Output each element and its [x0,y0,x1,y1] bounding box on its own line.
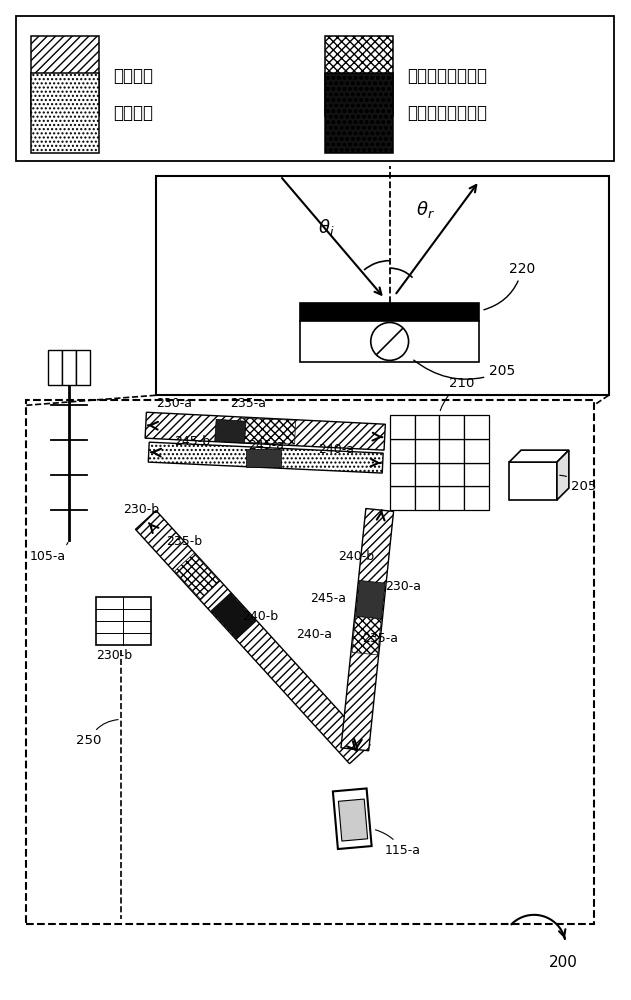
Text: 240-a: 240-a [318,443,354,456]
Text: 245-a: 245-a [310,592,346,605]
Text: 220: 220 [484,262,535,310]
Text: $\theta_r$: $\theta_r$ [416,199,434,220]
Bar [464,439,489,463]
Text: 230-a: 230-a [385,580,421,593]
Bar [390,439,415,463]
Text: 200: 200 [549,955,578,970]
Bar [27,400,594,924]
Bar [464,463,489,486]
Polygon shape [557,450,569,500]
Text: 下行链路参考信号: 下行链路参考信号 [408,67,488,85]
Text: 235-b: 235-b [166,535,202,548]
Text: 240-a: 240-a [296,628,332,641]
Bar [390,415,415,439]
Bar [300,320,480,362]
Text: 230-b: 230-b [96,649,132,662]
Bar [16,16,614,161]
Bar [415,415,439,439]
Bar [76,350,90,385]
Bar [439,439,464,463]
Text: 240-b: 240-b [338,550,374,563]
Polygon shape [356,580,385,619]
Bar [415,463,439,486]
Text: 控制信令: 控制信令 [113,67,153,85]
Bar [439,486,464,510]
Bar [415,439,439,463]
Bar [156,176,609,395]
Polygon shape [509,450,569,462]
Polygon shape [341,509,394,751]
Text: 115-a: 115-a [375,830,421,857]
Bar [439,463,464,486]
Polygon shape [246,449,281,467]
Polygon shape [145,412,386,450]
Bar [325,36,392,116]
Text: 205: 205 [560,475,596,493]
Bar [509,462,557,500]
Polygon shape [211,593,256,639]
Text: $\theta_i$: $\theta_i$ [318,217,334,238]
Polygon shape [136,511,370,764]
Bar [338,799,368,841]
Bar [62,350,76,385]
Text: 235-a: 235-a [230,397,266,410]
Polygon shape [175,553,220,599]
Bar [415,486,439,510]
Bar [325,73,392,153]
Bar [390,486,415,510]
Text: 210: 210 [440,377,475,411]
Bar [48,350,62,385]
Text: 250: 250 [76,720,118,747]
Text: 230-a: 230-a [156,397,192,410]
Text: 205: 205 [414,360,516,379]
Text: 230-b: 230-b [123,503,159,516]
Bar [32,73,99,153]
Text: 105-a: 105-a [29,542,68,563]
Bar [32,36,99,116]
Text: 245-a: 245-a [248,439,285,452]
Polygon shape [240,418,295,444]
Text: 235-a: 235-a [362,632,398,645]
Bar [464,415,489,439]
Bar [439,415,464,439]
Polygon shape [215,419,246,443]
Bar [333,788,372,849]
Text: 测量报告: 测量报告 [113,104,153,122]
Text: 上行链路参考信号: 上行链路参考信号 [408,104,488,122]
Polygon shape [352,616,381,655]
Text: 245-b: 245-b [174,435,209,448]
Circle shape [371,322,409,360]
Polygon shape [148,442,383,473]
Bar [96,597,151,645]
Bar [390,463,415,486]
Bar [464,486,489,510]
Bar [300,303,480,320]
Text: 240-b: 240-b [242,610,278,623]
